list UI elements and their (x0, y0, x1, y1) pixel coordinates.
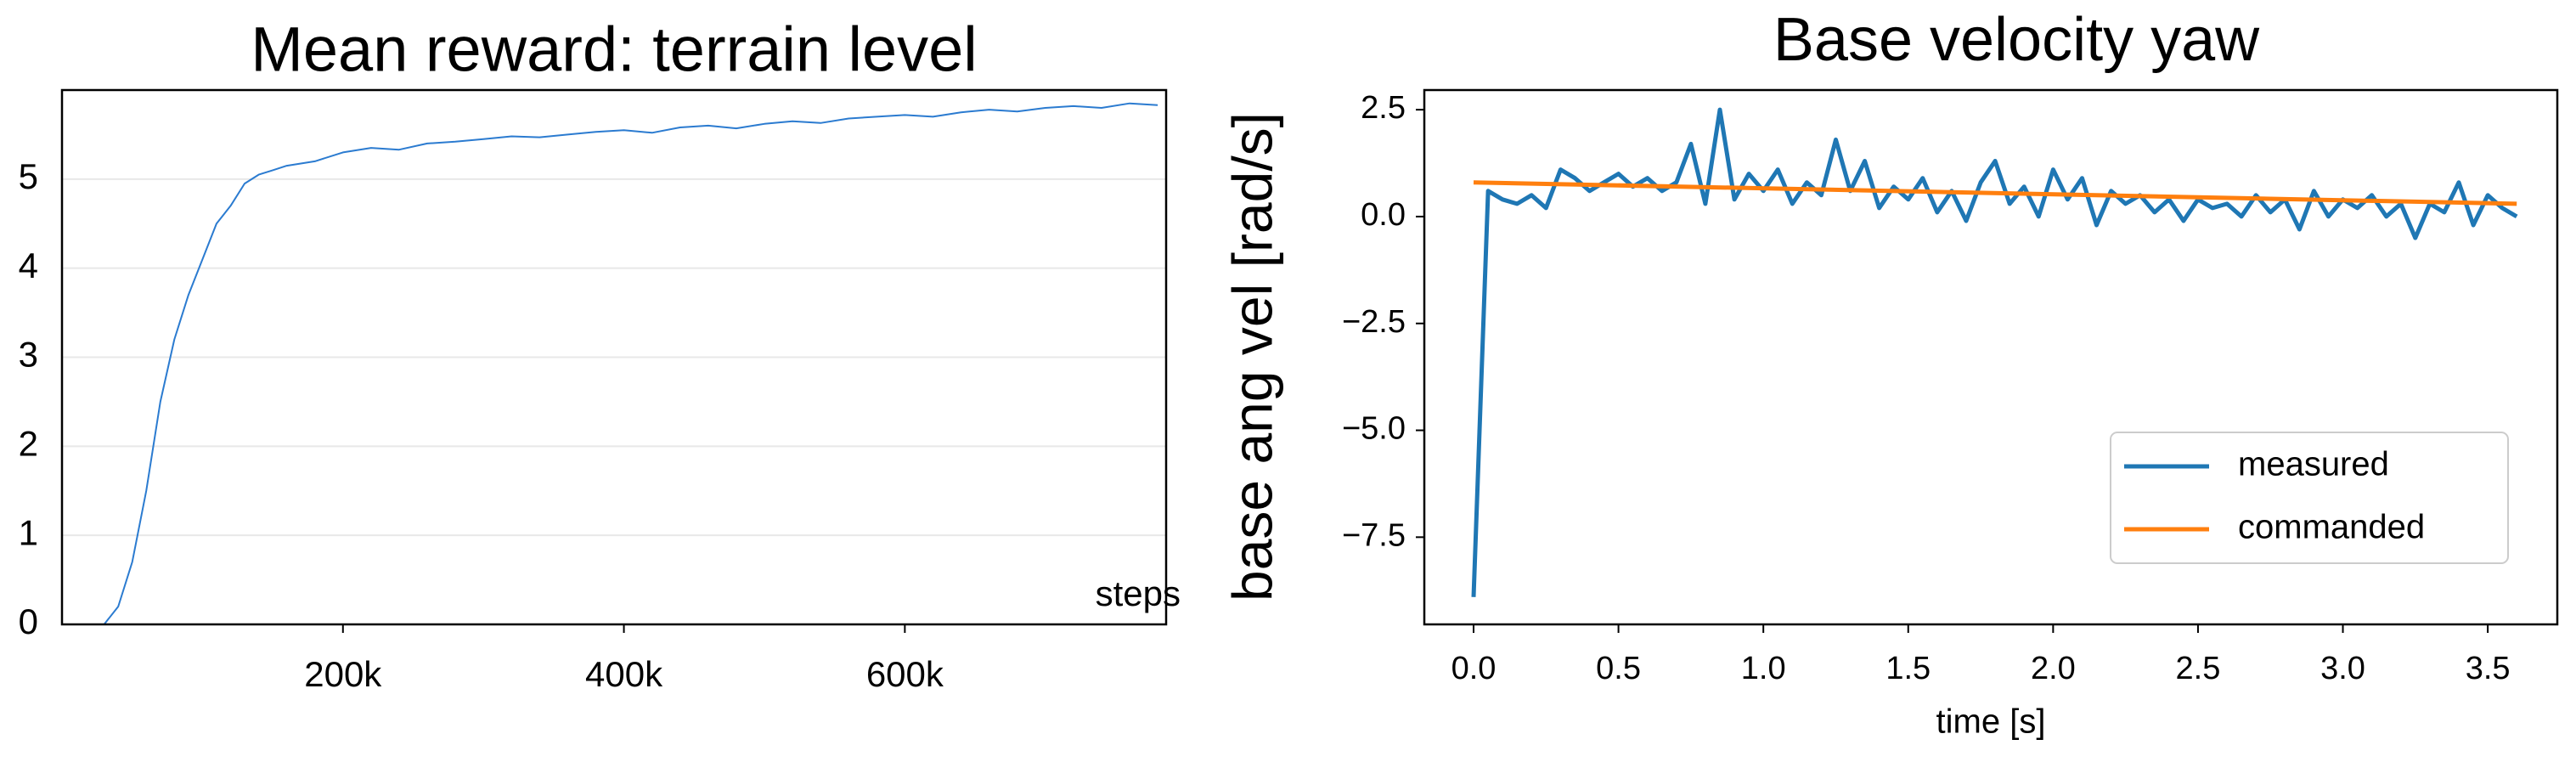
y-tick-label: −5.0 (1342, 411, 1406, 447)
y-tick-label: 3 (19, 335, 38, 375)
y-tick-label: −2.5 (1342, 304, 1406, 340)
data-line (1473, 180, 2517, 206)
y-axis-label: base ang vel [rad/s] (1220, 112, 1283, 601)
y-tick-label: 0.0 (1361, 197, 1406, 233)
data-line (103, 102, 1158, 625)
x-tick-label: 0.0 (1451, 651, 1497, 686)
x-tick-label: 200k (304, 654, 382, 694)
y-tick-label: 1 (19, 512, 38, 552)
x-tick-label: 3.5 (2466, 651, 2511, 686)
x-tick-label: 3.0 (2320, 651, 2365, 686)
x-tick-label: 600k (866, 654, 944, 694)
plot-frame (60, 88, 1168, 626)
plot-frame (1423, 88, 2559, 626)
y-tick-label: 4 (19, 246, 38, 285)
y-tick-label: 0 (19, 601, 38, 641)
x-tick-label: 1.5 (1885, 651, 1931, 686)
legend-label: commanded (2238, 509, 2425, 546)
x-axis-label: steps (1096, 573, 1181, 613)
chart-title: Mean reward: terrain level (251, 14, 977, 85)
legend-box (2110, 432, 2509, 564)
y-tick-label: 5 (19, 156, 38, 196)
x-tick-label: 2.5 (2176, 651, 2221, 686)
x-tick-label: 1.0 (1741, 651, 1786, 686)
legend-label: measured (2238, 446, 2389, 483)
x-tick-label: 400k (585, 654, 663, 694)
y-tick-label: 2 (19, 423, 38, 463)
chart-title: Base velocity yaw (1773, 6, 2260, 74)
x-tick-label: 0.5 (1596, 651, 1641, 686)
x-tick-label: 2.0 (2031, 651, 2076, 686)
y-tick-label: −7.5 (1342, 517, 1406, 553)
y-tick-label: 2.5 (1361, 90, 1406, 126)
x-axis-label: time [s] (1936, 703, 2046, 741)
